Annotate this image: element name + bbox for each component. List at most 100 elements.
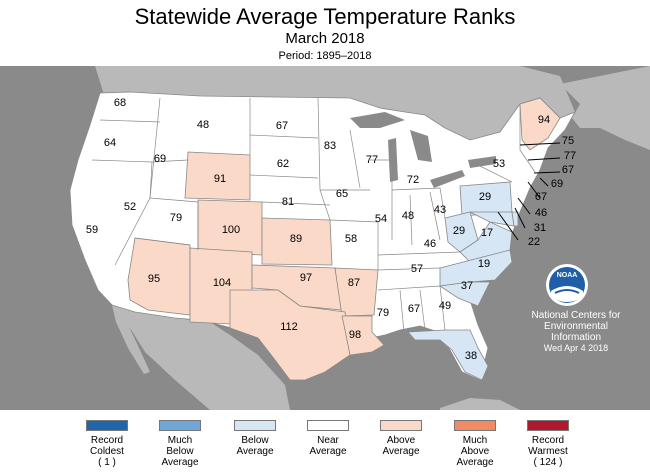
ncei-date: Wed Apr 4 2018 [543,343,609,353]
rank-label-id: 69 [154,153,166,165]
rank-label-fl: 38 [465,350,477,362]
rank-label-me: 94 [538,114,550,126]
rank-label-la: 98 [349,329,361,341]
rank-label-in: 48 [402,210,414,222]
ncei-line-3: Information [550,332,602,343]
rank-label-ga: 49 [439,300,451,312]
mexico-landmass [112,305,290,410]
legend-label-line2: Above [460,446,490,457]
rank-label-wi: 77 [366,154,378,166]
lake-huron [410,130,432,162]
legend-swatch [380,420,422,431]
rank-label-pa: 29 [479,191,491,203]
rank-label-sc: 37 [461,280,473,292]
rank-label-il: 54 [375,213,387,225]
rank-label-tn: 57 [411,263,423,275]
map-period: Period: 1895–2018 [278,50,372,62]
legend-label-line3: Average [161,457,199,468]
rank-label-az: 95 [148,273,160,285]
lake-erie [430,170,465,188]
rank-label-mt: 48 [197,119,209,131]
legend-label-line1: Much [167,435,193,446]
cuba-landmass [440,398,520,410]
legend-label-line1: Record [531,435,565,446]
state-AR [334,267,379,317]
legend-much-above: Much Above Average [440,420,510,468]
rank-label-nd: 67 [276,120,288,132]
lake-ontario [468,156,496,168]
state-TX [229,289,351,381]
legend-label-line2: Warmest [528,446,568,457]
state-DE [511,211,519,227]
rank-label-ar: 87 [348,277,360,289]
state-LA [341,315,385,356]
rank-label-ri: 69 [551,178,563,190]
legend-label-line3: ( 1 ) [98,457,116,468]
legend-swatch [307,420,349,431]
rank-label-md: 22 [528,236,540,248]
rank-label-ny: 53 [493,158,505,170]
legend-label-line1: Much [462,435,488,446]
legend-label-line2: Average [309,446,347,457]
legend-label-line2: Average [382,446,420,457]
ncei-line-2: Environmental [544,321,608,332]
rank-label-vt: 77 [564,150,576,162]
rank-label-ok: 97 [300,272,312,284]
below-average-states [407,181,519,381]
legend-record-coldest: Record Coldest ( 1 ) [72,420,142,468]
legend-swatch [86,420,128,431]
us-temperature-rank-map: 68 64 69 48 91 67 62 83 77 72 94 53 52 59 79 100 81 65 89 5… [0,66,650,410]
state-FL [407,329,489,381]
great-lakes [350,112,496,188]
rank-label-nv: 52 [124,201,136,213]
lake-michigan [388,138,398,182]
legend-much-below: Much Below Average [145,420,215,468]
rank-label-nm: 104 [213,277,231,289]
map-title: Statewide Average Temperature Ranks [134,4,516,29]
rank-label-nh: 75 [562,135,574,147]
noaa-logo-icon: NOAA [546,264,588,306]
ncei-line-1: National Centers for [531,310,621,321]
legend-label-line3: Average [456,457,494,468]
legend-label-line1: Below [241,435,269,446]
ncei-credit: National Centers for Environmental Infor… [516,310,636,343]
baja-landmass [112,305,150,374]
rank-label-ms: 79 [377,307,389,319]
legend-label-line1: Near [317,435,339,446]
rank-label-ma: 67 [562,164,574,176]
legend-label-line3: ( 124 ) [533,457,563,468]
rank-label-ne: 81 [282,196,294,208]
rank-label-wy: 91 [214,173,226,185]
legend-label-line1: Above [386,435,416,446]
rank-labels: 68 64 69 48 91 67 62 83 77 72 94 53 52 59 79 100 81 65 89 5… [86,97,576,362]
legend-label-line2: Coldest [90,446,124,457]
rank-label-nj: 46 [535,207,547,219]
rank-label-mn: 83 [324,140,336,152]
rank-label-de: 31 [534,222,546,234]
lake-superior [350,112,405,128]
legend-swatch [454,420,496,431]
rank-label-ca: 59 [86,224,98,236]
legend-swatch [234,420,276,431]
rank-label-sd: 62 [277,158,289,170]
rank-label-wv: 29 [453,225,465,237]
legend-swatch [159,420,201,431]
legend-below: Below Average [220,420,290,457]
rank-label-nc: 19 [478,258,490,270]
leader-lines [497,142,561,241]
state-ME [519,97,561,151]
rank-label-ct: 67 [535,191,547,203]
legend-label-line1: Record [90,435,124,446]
rank-label-tx: 112 [280,321,298,333]
rank-label-wa: 68 [114,97,126,109]
state-SC [438,281,491,307]
above-average-states [127,97,561,381]
legend-above: Above Average [366,420,436,457]
state-WY [184,151,251,201]
rank-label-ks: 89 [290,233,302,245]
atlantic-canada-landmass [560,66,650,150]
rank-label-oh: 43 [434,204,446,216]
rank-label-mo: 58 [345,233,357,245]
legend-label-line2: Below [166,446,194,457]
rank-label-co: 100 [222,224,240,236]
